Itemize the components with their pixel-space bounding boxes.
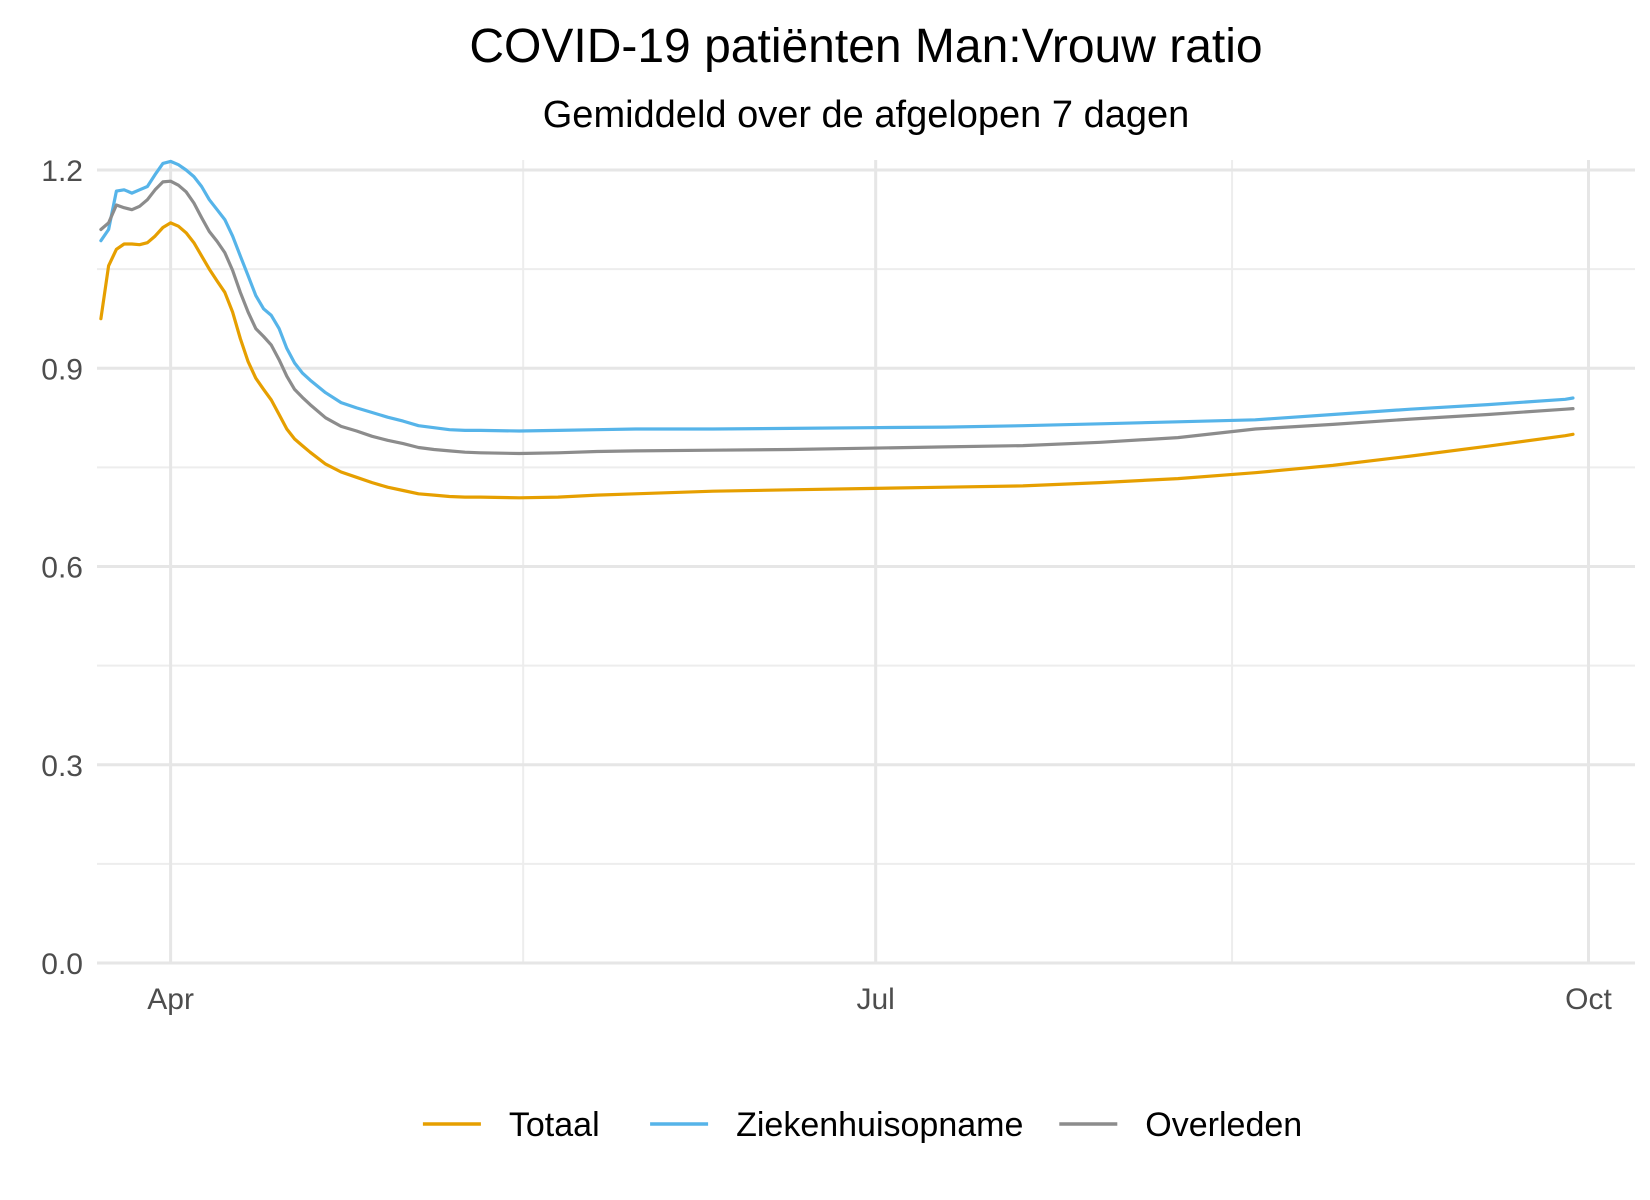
- x-tick-label: Jul: [857, 983, 895, 1016]
- axis-tick-labels: 0.0 0.3 0.6 0.9 1.2 Apr Jul Oct: [41, 155, 1612, 1016]
- x-tick-label: Apr: [147, 983, 194, 1016]
- y-tick-label: 0.3: [41, 750, 83, 783]
- chart-subtitle: Gemiddeld over de afgelopen 7 dagen: [543, 94, 1189, 136]
- y-tick-label: 1.2: [41, 155, 83, 188]
- y-tick-label: 0.0: [41, 948, 83, 981]
- x-tick-label: Oct: [1565, 983, 1612, 1016]
- y-tick-label: 0.6: [41, 552, 83, 585]
- legend-label-ziekenhuisopname: Ziekenhuisopname: [736, 1106, 1023, 1144]
- series-line-totaal: [99, 221, 1575, 500]
- series-line-overleden: [99, 179, 1575, 456]
- legend: Totaal Ziekenhuisopname Overleden: [422, 1106, 1302, 1144]
- series-lines: [99, 159, 1575, 500]
- legend-label-totaal: Totaal: [509, 1106, 600, 1144]
- series-line-ziekenhuisopname: [99, 159, 1575, 433]
- grid: [97, 160, 1635, 965]
- chart-title: COVID-19 patiënten Man:Vrouw ratio: [469, 20, 1262, 73]
- legend-label-overleden: Overleden: [1145, 1106, 1302, 1144]
- y-tick-label: 0.9: [41, 353, 83, 386]
